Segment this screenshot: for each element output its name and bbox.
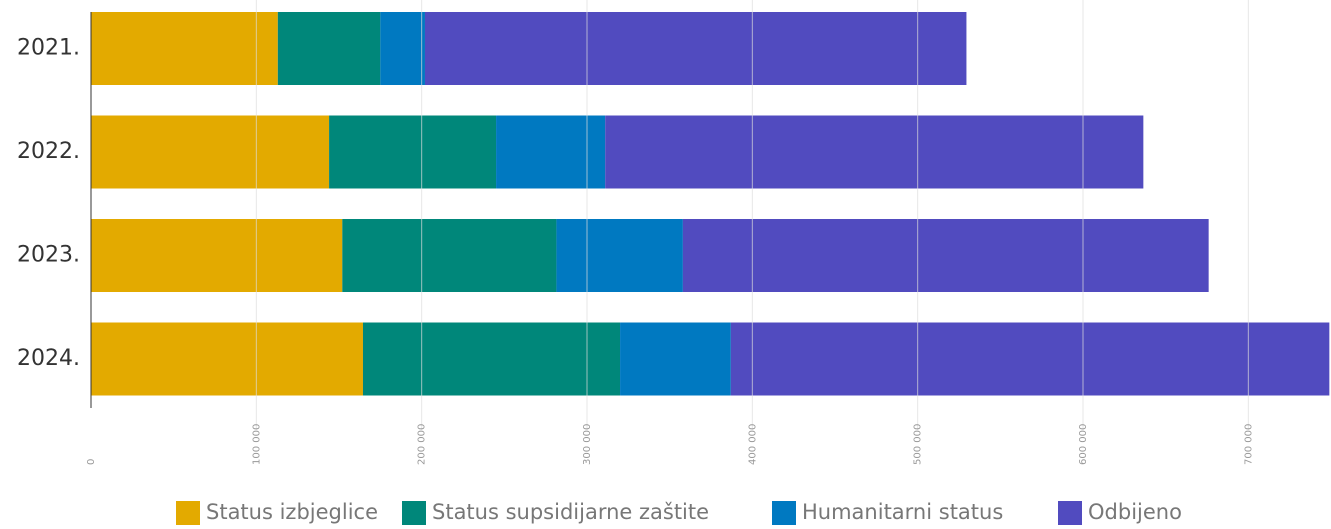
- bar-segment: [424, 12, 967, 85]
- legend-label: Status izbjeglice: [206, 500, 378, 524]
- bar-segment: [380, 12, 425, 85]
- category-label: 2024.: [17, 346, 80, 371]
- bar-segment: [91, 219, 343, 292]
- bar-segment: [91, 115, 330, 189]
- bar-segment: [277, 12, 381, 85]
- x-tick-label: 700 000: [1243, 424, 1254, 465]
- x-tick-label: 300 000: [582, 424, 593, 465]
- x-tick-label: 100 000: [251, 424, 262, 465]
- bar-segment: [682, 219, 1209, 292]
- bar-segment: [91, 12, 278, 85]
- bar-segment: [91, 322, 363, 396]
- legend-swatch: [402, 501, 426, 525]
- bar-segment: [496, 115, 606, 189]
- x-tick-label: 600 000: [1078, 424, 1089, 465]
- bar-segment: [362, 322, 621, 396]
- legend-swatch: [772, 501, 796, 525]
- bar-segment: [342, 219, 557, 292]
- legend-swatch: [176, 501, 200, 525]
- category-label: 2022.: [17, 139, 80, 164]
- legend-label: Humanitarni status: [802, 500, 1003, 524]
- legend-swatch: [1058, 501, 1082, 525]
- bar-segment: [556, 219, 683, 292]
- x-tick-label: 400 000: [747, 424, 758, 465]
- legend-label: Status supsidijarne zaštite: [432, 500, 709, 524]
- category-label: 2021.: [17, 36, 80, 61]
- legend-label: Odbijeno: [1088, 500, 1182, 524]
- bar-segment: [605, 115, 1144, 189]
- category-label: 2023.: [17, 243, 80, 268]
- x-tick-label: 200 000: [417, 424, 428, 465]
- x-tick-label: 0: [86, 459, 97, 465]
- bar-segment: [329, 115, 497, 189]
- bar-segment: [620, 322, 731, 396]
- x-tick-label: 500 000: [913, 424, 924, 465]
- bar-segment: [730, 322, 1330, 396]
